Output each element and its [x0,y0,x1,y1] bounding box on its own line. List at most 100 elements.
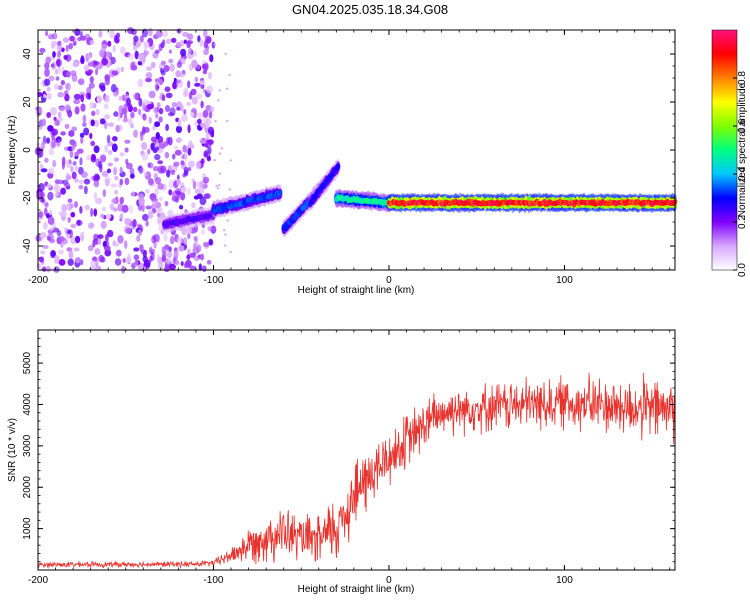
heatmap-noise-cell [203,48,209,56]
heatmap-noise-cell [47,92,52,100]
heatmap-noise-cell [41,141,46,150]
heatmap-noise-cell [104,74,110,82]
heatmap-noise-cell [79,35,87,41]
heatmap-noise-cell [63,55,68,60]
heatmap-noise-cell [185,259,192,268]
x-tick-label: -200 [28,275,48,286]
heatmap-noise-cell [147,148,151,155]
heatmap-noise-cell [154,153,161,161]
heatmap-noise-cell [100,85,106,92]
heatmap-noise-cell [204,193,211,200]
heatmap-noise-cell [74,178,79,183]
heatmap-noise-cell [187,248,191,254]
heatmap-noise-cell [197,112,204,119]
heatmap-noise-cell [126,97,131,106]
heatmap-noise-cell [101,170,109,177]
heatmap-noise-cell [143,171,148,177]
heatmap-noise-cell [90,208,94,217]
heatmap-noise-cell [127,53,135,61]
heatmap-noise-cell [57,65,61,75]
y-tick-label: 20 [22,96,33,108]
heatmap-noise-cell [141,142,148,150]
heatmap-noise-cell [87,222,94,230]
heatmap-noise-cell [67,109,73,118]
heatmap-noise-cell [120,66,125,73]
heatmap-noise-cell [127,253,131,262]
heatmap-noise-cell [163,266,170,273]
heatmap-noise-cell [60,243,64,248]
heatmap-noise-cell [70,211,76,218]
heatmap-noise-cell [170,226,176,236]
heatmap-noise-cell [180,187,187,193]
heatmap-noise-cell [183,109,187,115]
heatmap-noise-cell [48,148,55,156]
heatmap-noise-cell [44,207,48,216]
heatmap-noise-cell [48,210,53,216]
heatmap-noise-cell [112,136,118,142]
heatmap-noise-cell [80,94,85,103]
heatmap-noise-cell [57,117,64,122]
heatmap-noise-cell [122,118,129,123]
heatmap-noise-cell [180,57,186,65]
heatmap-noise-cell [66,229,72,235]
heatmap-noise-cell [186,226,193,235]
heatmap-noise-cell [61,210,67,218]
heatmap-noise-cell [143,41,150,49]
heatmap-noise-cell [150,136,157,143]
heatmap-noise-cell [69,149,74,158]
heatmap-y-label: Frequency (Hz) [7,116,18,185]
heatmap-noise-cell [38,211,44,218]
heatmap-noise-cell [68,130,75,137]
heatmap-noise-cell [140,249,148,255]
heatmap-noise-cell [106,168,112,174]
heatmap-noise-cell [44,202,49,208]
heatmap-noise-cell [157,212,161,218]
heatmap-noise-cell [64,182,71,188]
heatmap-noise-cell [47,216,55,225]
heatmap-noise-cell [104,176,111,184]
heatmap-noise-cell [206,37,211,44]
heatmap-noise-cell [132,219,137,228]
heatmap-noise-cell [183,166,189,175]
heatmap-noise-cell [166,169,171,178]
heatmap-noise-cell [90,140,96,147]
heatmap-noise-cell [166,251,173,259]
heatmap-noise-cell [220,147,223,150]
heatmap-noise-cell [65,44,69,52]
heatmap-noise-cell [104,144,109,153]
heatmap-noise-cell [216,187,220,190]
heatmap-noise-cell [56,44,63,51]
heatmap-noise-cell [139,35,144,43]
heatmap-noise-cell [107,40,112,47]
heatmap-noise-cell [146,103,154,110]
snr-frame [37,329,676,571]
heatmap-noise-cell [217,99,220,102]
snr-y-axis: 1000 2000 3000 4000 5000 [22,329,675,571]
heatmap-noise-cell [115,124,120,133]
heatmap-noise-cell [52,51,56,58]
heatmap-noise-cell [114,258,122,266]
heatmap-noise-cell [70,166,74,173]
heatmap-noise-cell [74,106,80,115]
heatmap-noise-cell [145,128,150,133]
heatmap-noise-cell [67,216,71,223]
heatmap-noise-cell [143,50,148,58]
heatmap-noise-cell [183,39,187,44]
heatmap-noise-cell [114,189,119,195]
heatmap-noise-cell [201,63,207,69]
heatmap-noise-cell [124,139,131,144]
heatmap-noise-cell [125,158,129,165]
heatmap-noise-cell [200,229,206,236]
heatmap-noise-cell [146,66,153,71]
heatmap-noise-cell [61,204,67,213]
heatmap-noise-cell [157,216,162,224]
colorbar: 0.0 0.2 0.4 0.6 0.8 Normalized spectral ampl… [711,29,748,277]
heatmap-noise-cell [155,29,163,38]
heatmap-noise-cell [200,253,205,261]
heatmap-noise-cell [75,235,81,244]
heatmap-noise-cell [182,144,187,153]
heatmap-noise-cell [205,133,211,138]
heatmap-noise-cell [44,157,49,163]
heatmap-noise-cell [80,56,85,65]
heatmap-noise-cell [84,33,91,39]
